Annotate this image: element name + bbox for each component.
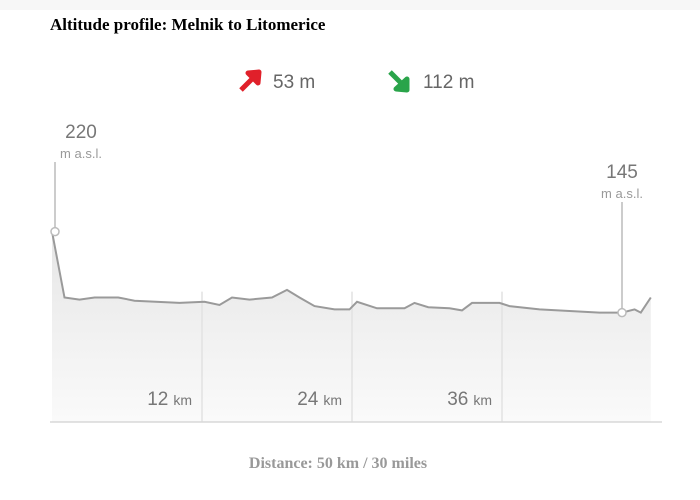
- top-strip: [0, 0, 700, 10]
- x-tick-label: 24 km: [297, 389, 342, 410]
- end-elevation: 145: [606, 162, 638, 183]
- x-axis-label: Distance: 50 km / 30 miles: [249, 455, 427, 472]
- start-elevation-unit: m a.s.l.: [60, 146, 102, 161]
- end-marker: [617, 307, 627, 318]
- x-tick-value: 36: [447, 389, 468, 410]
- ascent-icon: [239, 69, 262, 92]
- elevation-line: [51, 231, 652, 314]
- descent-icon: [388, 70, 410, 93]
- x-tick-value: 12: [147, 389, 168, 410]
- descent: 112 m: [388, 70, 474, 93]
- start-marker: [50, 226, 60, 237]
- x-tick-label: 12 km: [147, 389, 192, 410]
- start-elevation: 220: [65, 122, 97, 143]
- x-tick-label: 36 km: [447, 389, 492, 410]
- x-tick-unit: km: [323, 392, 342, 408]
- end-elevation-unit: m a.s.l.: [601, 186, 643, 201]
- x-tick-unit: km: [473, 392, 492, 408]
- x-tick-value: 24: [297, 389, 319, 410]
- descent-value: 112 m: [423, 72, 474, 93]
- ascent: 53 m: [239, 69, 315, 93]
- chart-title: Altitude profile: Melnik to Litomerice: [50, 15, 326, 34]
- x-tick-unit: km: [173, 392, 192, 408]
- ascent-value: 53 m: [273, 72, 315, 93]
